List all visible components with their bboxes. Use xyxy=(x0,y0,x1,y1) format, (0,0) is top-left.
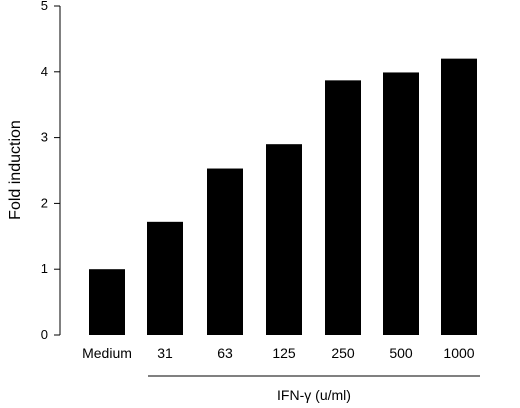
bar-500 xyxy=(383,72,419,335)
y-tick-label: 0 xyxy=(41,327,48,342)
bars-group xyxy=(89,58,477,335)
x-axis-title: IFN-γ (u/ml) xyxy=(277,387,351,403)
x-category-label: 31 xyxy=(157,345,173,361)
bar-1000 xyxy=(441,58,477,335)
y-axis-title: Fold induction xyxy=(7,120,24,220)
x-category-label: 1000 xyxy=(443,345,474,361)
bar-medium xyxy=(89,269,125,335)
x-labels-group: Medium 31 63 125 250 500 1000 xyxy=(82,345,475,361)
x-category-label: 63 xyxy=(217,345,233,361)
y-tick-label: 4 xyxy=(41,64,48,79)
bar-125 xyxy=(266,144,302,335)
x-category-label: 125 xyxy=(272,345,296,361)
y-tick-label: 5 xyxy=(41,0,48,13)
y-tick-label: 1 xyxy=(41,261,48,276)
x-category-label: 500 xyxy=(389,345,413,361)
x-category-label: 250 xyxy=(331,345,355,361)
bar-31 xyxy=(147,221,183,335)
bar-250 xyxy=(325,80,361,335)
bar-63 xyxy=(207,168,243,335)
y-tick-label: 3 xyxy=(41,130,48,145)
x-category-label: Medium xyxy=(82,345,132,361)
y-tick-label: 2 xyxy=(41,195,48,210)
y-ticks-group: 0 1 2 3 4 5 xyxy=(41,0,60,342)
